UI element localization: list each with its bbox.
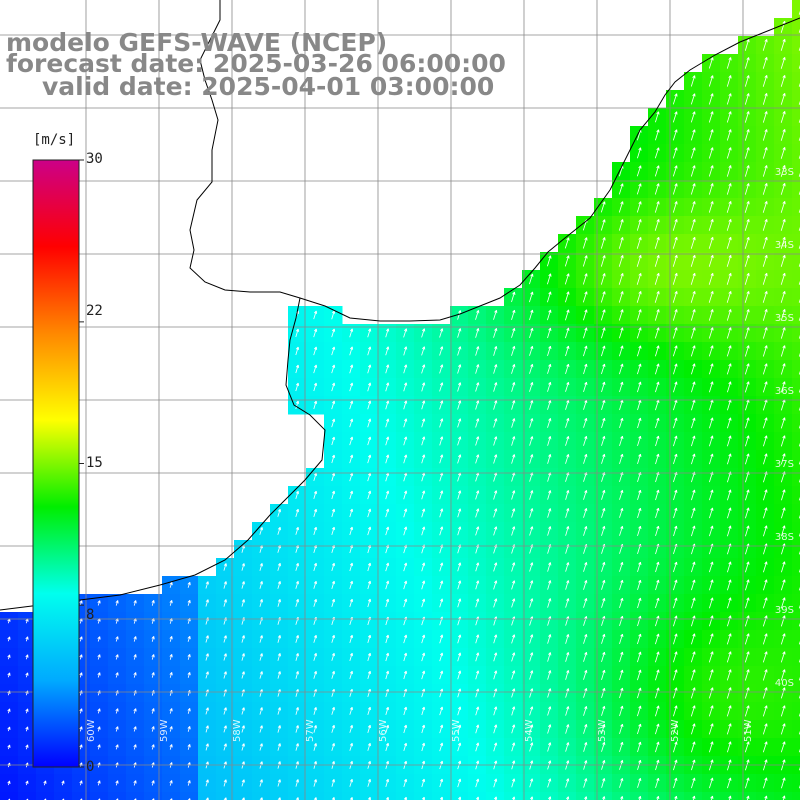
lat-label: 37S <box>774 459 794 470</box>
lat-label: 40S <box>774 678 794 689</box>
colorbar-ticks <box>79 159 84 768</box>
lon-label: 60W <box>86 719 97 742</box>
lat-label: 35S <box>774 313 794 324</box>
lat-label: 33S <box>774 167 794 178</box>
lon-label: 55W <box>451 719 462 742</box>
coastline-north <box>189 0 800 322</box>
map-title-valid-date: valid date: 2025-04-01 03:00:00 <box>42 72 495 101</box>
lon-label: 59W <box>159 719 170 742</box>
coastline-south <box>0 297 326 611</box>
colorbar-tick-8: 8 <box>86 607 95 623</box>
lon-label: 56W <box>378 719 389 742</box>
map-title-forecast-date: forecast date: 2025-03-26 06:00:00 <box>6 49 506 78</box>
map-title-model: modelo GEFS-WAVE (NCEP) <box>6 28 388 57</box>
lon-label: 57W <box>305 719 316 742</box>
colorbar <box>32 159 80 768</box>
lon-label: 51W <box>743 719 754 742</box>
colorbar-tick-0: 0 <box>86 759 95 775</box>
lon-label: 53W <box>597 719 608 742</box>
lat-label: 34S <box>774 240 794 251</box>
lon-label: 54W <box>524 719 535 742</box>
lon-label: 52W <box>670 719 681 742</box>
lat-label: 38S <box>774 532 794 543</box>
lat-label: 36S <box>774 386 794 397</box>
colorbar-unit: [m/s] <box>33 132 76 148</box>
lon-label: 58W <box>232 719 243 742</box>
colorbar-tick-30: 30 <box>86 151 103 167</box>
colorbar-tick-22: 22 <box>86 303 103 319</box>
colorbar-tick-15: 15 <box>86 455 103 471</box>
lat-label: 39S <box>774 605 794 616</box>
